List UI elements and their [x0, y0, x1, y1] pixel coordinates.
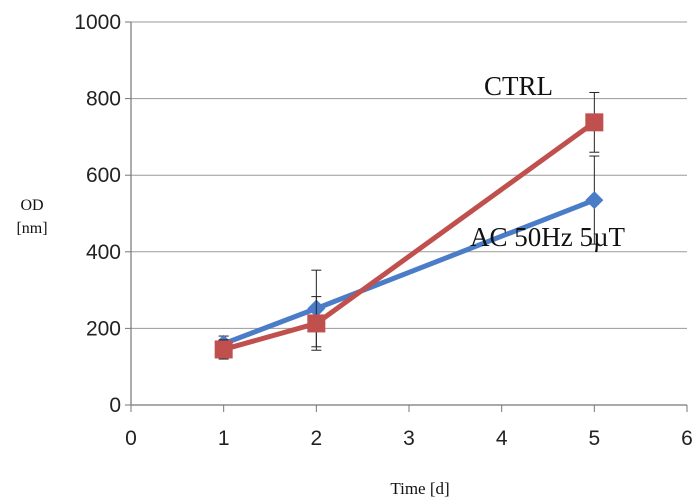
series-group [214, 91, 604, 360]
x-tick-label-0: 0 [125, 427, 137, 450]
y-axis-label-line1: OD [20, 197, 43, 214]
x-tick-label-3: 3 [403, 427, 415, 450]
x-tick-label-2: 2 [310, 427, 322, 450]
x-tick-label-5: 5 [588, 427, 600, 450]
x-axis-label: Time [d] [390, 479, 449, 498]
axes [125, 21, 688, 412]
x-tick-label-1: 1 [218, 427, 230, 450]
y-tick-label-800: 800 [86, 88, 121, 111]
tick-labels: 0 200 400 600 800 1000 0 1 2 3 4 5 6 [74, 11, 693, 450]
y-tick-label-0: 0 [109, 394, 121, 417]
gridlines [131, 21, 687, 329]
x-tick-label-4: 4 [496, 427, 508, 450]
marker-ctrl-2 [307, 314, 326, 333]
series-label-ctrl: CTRL [484, 71, 553, 101]
y-tick-label-1000: 1000 [74, 11, 121, 34]
y-tick-label-200: 200 [86, 317, 121, 340]
marker-ctrl-1 [214, 340, 233, 359]
marker-ctrl-3 [585, 113, 604, 132]
marker-ac-3 [585, 191, 604, 210]
y-axis-label-line2: [nm] [16, 220, 47, 237]
y-tick-label-600: 600 [86, 164, 121, 187]
y-tick-label-400: 400 [86, 241, 121, 264]
x-tick-label-6: 6 [681, 427, 693, 450]
series-label-ac: AC 50Hz 5µT [470, 222, 626, 252]
